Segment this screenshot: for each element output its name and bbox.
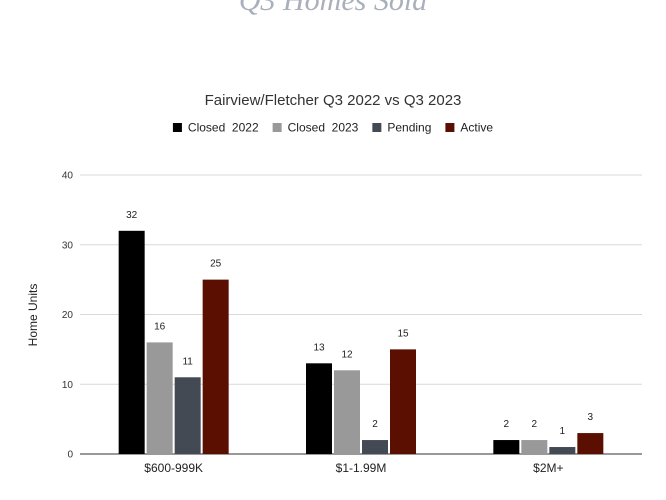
data-label: 25 <box>210 259 222 270</box>
y-tick-label: 10 <box>62 380 74 391</box>
bar <box>493 440 520 454</box>
x-category-label: $1-1.99M <box>336 461 387 475</box>
bar <box>521 440 548 454</box>
data-label: 1 <box>560 426 566 437</box>
legend-swatch <box>172 123 182 132</box>
legend-item: Pending <box>372 121 431 135</box>
y-axis-ticks: 0 10 20 30 40 <box>62 171 74 461</box>
bar <box>146 342 173 454</box>
y-tick-label: 30 <box>62 240 74 251</box>
legend-label: Closed 2023 <box>288 121 359 135</box>
legend-swatch <box>272 123 282 132</box>
legend-item: Closed 2023 <box>272 121 359 135</box>
data-label: 13 <box>313 342 325 353</box>
data-label: 2 <box>372 419 378 430</box>
chart-title: Fairview/Fletcher Q3 2022 vs Q3 2023 <box>205 92 462 109</box>
y-tick-label: 20 <box>62 310 74 321</box>
x-category-label: $2M+ <box>533 461 563 475</box>
data-label: 12 <box>341 349 353 360</box>
y-tick-label: 40 <box>62 171 74 182</box>
legend-swatch <box>445 123 455 132</box>
page-heading: Q3 Homes Sold <box>238 0 428 17</box>
bar <box>390 349 416 454</box>
data-label: 11 <box>182 356 193 367</box>
y-tick-label: 0 <box>67 450 73 461</box>
legend-label: Pending <box>387 121 431 135</box>
legend-label: Closed 2022 <box>188 121 259 135</box>
data-label: 3 <box>588 412 594 423</box>
legend: Closed 2022 Closed 2023 Pending Active <box>172 121 493 135</box>
bar <box>577 433 604 454</box>
y-axis-title: Home Units <box>26 284 40 347</box>
bar <box>549 447 576 454</box>
legend-item: Closed 2022 <box>172 121 259 135</box>
data-label: 16 <box>154 321 166 332</box>
x-axis-categories: $600-999K $1-1.99M $2M+ <box>144 461 563 475</box>
data-label: 2 <box>504 419 510 430</box>
bar <box>202 279 229 454</box>
legend-label: Active <box>460 121 493 135</box>
bar <box>306 363 332 454</box>
x-category-label: $600-999K <box>144 461 203 475</box>
bars <box>118 230 604 454</box>
bar <box>118 230 145 454</box>
bar <box>362 440 388 454</box>
bar <box>174 377 201 454</box>
data-label: 2 <box>532 419 538 430</box>
gridlines <box>80 174 642 455</box>
bar <box>334 370 360 454</box>
data-label: 15 <box>397 328 409 339</box>
data-label: 32 <box>126 210 138 221</box>
legend-swatch <box>372 123 382 132</box>
legend-item: Active <box>445 121 493 135</box>
